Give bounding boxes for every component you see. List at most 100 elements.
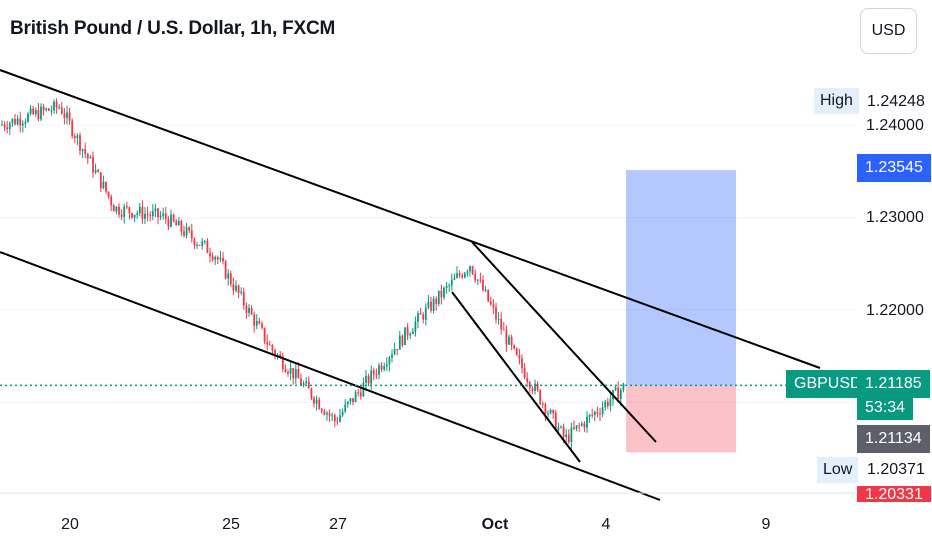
- candle-body: [263, 327, 266, 342]
- candle-body: [414, 321, 417, 332]
- candle-body: [354, 392, 357, 402]
- candle-body: [521, 358, 523, 369]
- candle-body: [6, 127, 9, 130]
- candle-body: [307, 381, 310, 389]
- candle-body: [419, 313, 422, 315]
- price-tick: 1.22000: [866, 302, 924, 319]
- candle-body: [344, 404, 347, 412]
- candle-body: [331, 415, 334, 417]
- candle-body: [125, 206, 128, 208]
- candle-body: [575, 425, 578, 429]
- candle-body: [289, 367, 292, 374]
- candle-body: [562, 426, 565, 438]
- candle-body: [144, 213, 146, 219]
- candle-body: [391, 354, 393, 358]
- candle-body: [154, 208, 157, 211]
- candle-body: [8, 123, 11, 130]
- position-zones: [626, 170, 736, 453]
- candle-body: [146, 213, 149, 215]
- candle-body: [19, 118, 22, 126]
- candle-body: [188, 227, 191, 231]
- candle-body: [16, 118, 19, 125]
- candle-body: [232, 284, 235, 291]
- candle-body: [443, 287, 445, 298]
- high-label: High: [814, 88, 859, 114]
- candle-body: [138, 206, 141, 214]
- currency-button[interactable]: USD: [860, 8, 917, 54]
- candle-body: [549, 409, 552, 414]
- candle-body: [357, 392, 360, 394]
- candle-body: [201, 241, 204, 246]
- wedge-upper-line: [471, 241, 657, 443]
- candle-body: [164, 213, 167, 219]
- candle-body: [240, 291, 243, 293]
- candle-body: [497, 318, 500, 320]
- candle-body: [536, 383, 539, 390]
- candle-body: [3, 124, 6, 128]
- candle-body: [73, 136, 76, 139]
- candle-body: [513, 345, 516, 349]
- candle-body: [55, 101, 58, 108]
- symbol-label: GBPUSD: [786, 370, 870, 398]
- candle-body: [541, 403, 544, 405]
- candle-body: [383, 366, 386, 370]
- candle-body: [120, 214, 123, 217]
- candle-body: [515, 348, 518, 355]
- candle-body: [107, 191, 110, 197]
- candle-body: [502, 329, 505, 331]
- candle-body: [123, 206, 126, 217]
- candle-body: [406, 327, 409, 336]
- candle-body: [24, 121, 27, 124]
- candle-body: [294, 369, 297, 379]
- candle-body: [326, 413, 328, 415]
- candle-body: [534, 383, 536, 391]
- candle-body: [224, 261, 227, 279]
- candle-body: [346, 401, 349, 405]
- wedge-lower-line: [451, 291, 581, 463]
- candle-body: [510, 336, 513, 346]
- candle-body: [131, 212, 133, 218]
- candle-body: [315, 399, 318, 404]
- candle-body: [445, 285, 448, 288]
- candle-body: [250, 308, 253, 315]
- candle-body: [388, 357, 391, 365]
- candle-body: [531, 388, 534, 391]
- candle-body: [466, 271, 469, 274]
- candle-body: [586, 416, 588, 428]
- candle-body: [185, 227, 188, 236]
- candle-body: [370, 370, 373, 384]
- price-tick: 1.24000: [866, 117, 924, 134]
- candle-body: [99, 172, 102, 189]
- candle-body: [567, 434, 570, 443]
- candle-body: [474, 273, 477, 281]
- candle-body: [300, 378, 302, 386]
- candle-body: [102, 181, 105, 189]
- candle-body: [593, 411, 596, 416]
- candle-body: [305, 381, 308, 384]
- candle-body: [40, 106, 42, 120]
- candle-body: [339, 415, 341, 422]
- candle-body: [237, 285, 240, 293]
- candle-body: [604, 401, 607, 408]
- candle-body: [552, 409, 555, 413]
- time-tick: Oct: [481, 516, 509, 533]
- candle-body: [372, 370, 375, 375]
- candle-body: [287, 371, 289, 374]
- candle-body: [578, 425, 581, 427]
- candle-body: [362, 383, 365, 397]
- candle-body: [149, 214, 152, 217]
- candle-body: [21, 123, 24, 126]
- candle-body: [313, 397, 315, 404]
- candle-body: [281, 356, 284, 369]
- candle-body: [495, 307, 497, 320]
- candle-body: [380, 365, 383, 370]
- candle-body: [68, 112, 71, 121]
- candle-body: [411, 331, 414, 334]
- last-price-tag: 1.21185: [857, 370, 930, 398]
- candle-body: [492, 304, 495, 308]
- candle-body: [489, 301, 492, 305]
- candle-body: [266, 341, 269, 345]
- candle-body: [248, 308, 250, 313]
- candle-body: [450, 279, 453, 286]
